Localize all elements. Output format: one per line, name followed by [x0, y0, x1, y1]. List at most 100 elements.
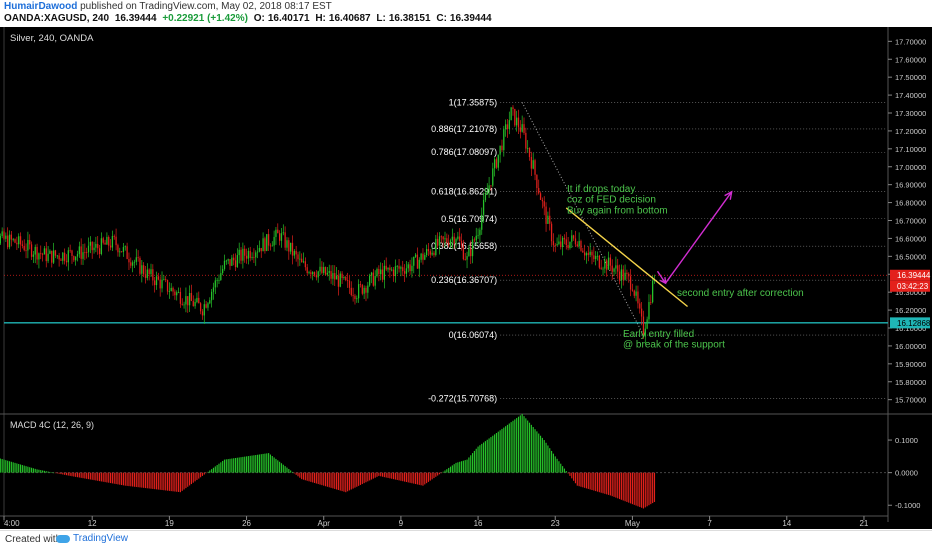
macd-bar	[200, 472, 202, 478]
time-tick-label: 19	[165, 519, 174, 528]
macd-bar	[539, 435, 542, 473]
candle-body	[218, 279, 220, 281]
candle-body	[49, 250, 51, 254]
candle-body	[229, 259, 231, 266]
price-tick-label: 17.40000	[895, 91, 926, 100]
symbol-label: OANDA:XAGUSD, 240	[4, 13, 110, 24]
macd-bar	[240, 457, 242, 473]
author-link[interactable]: HumairDawood	[4, 1, 78, 12]
candle-body	[135, 257, 137, 262]
candle-body	[536, 174, 538, 189]
macd-bar	[405, 472, 407, 483]
macd-bar	[290, 470, 292, 473]
macd-bar	[483, 442, 485, 473]
macd-bar	[27, 466, 29, 473]
support-badge	[890, 317, 930, 329]
macd-bar	[117, 472, 119, 485]
footer: Created with TradingView	[0, 530, 932, 551]
macd-bar	[521, 414, 523, 473]
candle-body	[255, 252, 257, 258]
macd-bar	[394, 472, 396, 480]
macd-bar	[562, 466, 564, 473]
candle-body	[516, 117, 518, 126]
macd-bar	[595, 472, 597, 492]
candle-body	[73, 256, 75, 261]
macd-bar	[639, 472, 641, 508]
macd-bar	[380, 472, 382, 477]
candle-body	[512, 107, 514, 109]
candle-body	[323, 267, 325, 273]
candle-body	[82, 252, 84, 259]
macd-bar	[600, 472, 602, 493]
macd-bar	[558, 461, 560, 473]
candle-body	[545, 206, 547, 224]
candle-body	[29, 240, 31, 245]
candle-body	[422, 253, 424, 260]
macd-bar	[183, 472, 185, 490]
macd-bar	[295, 472, 297, 475]
macd-bar	[196, 472, 198, 480]
candle-body	[482, 200, 485, 215]
candle-body	[493, 159, 496, 169]
macd-bar	[187, 472, 189, 487]
candle-body	[495, 159, 498, 168]
macd-bar	[53, 472, 55, 474]
candle-body	[510, 107, 512, 121]
macd-bar	[152, 472, 154, 489]
macd-bar	[527, 420, 529, 473]
macd-bar	[451, 465, 453, 473]
candle-body	[497, 154, 499, 168]
macd-bar	[477, 446, 479, 473]
price-tick-label: 16.00000	[895, 342, 926, 351]
price-tick-label: 16.60000	[895, 234, 926, 243]
candle-body	[282, 232, 284, 234]
candle-body	[249, 250, 251, 258]
macd-bar	[593, 472, 595, 491]
candle-body	[231, 257, 233, 266]
macd-bar	[36, 469, 38, 473]
macd-bar	[573, 472, 575, 481]
macd-bar	[71, 472, 73, 477]
macd-bar	[468, 457, 470, 473]
candle-body	[119, 251, 121, 253]
candle-body	[106, 236, 108, 245]
tradingview-logo[interactable]: TradingView	[56, 533, 128, 544]
macd-bar	[598, 472, 600, 493]
macd-bar	[207, 471, 209, 473]
candle-body	[354, 295, 356, 299]
macd-bar	[407, 472, 409, 483]
macd-bar	[508, 423, 510, 473]
chart-frame[interactable]: Silver, 240, OANDA MACD 4C (12, 26, 9) 1…	[0, 27, 932, 529]
candle-body	[312, 272, 314, 275]
price-tick-label: 17.10000	[895, 145, 926, 154]
candle-body	[251, 256, 253, 258]
candle-body	[556, 244, 558, 246]
macd-bar	[282, 464, 284, 473]
candle-body	[267, 234, 270, 246]
high-label: H:	[315, 13, 326, 24]
candle-body	[394, 266, 397, 277]
candle-body	[501, 145, 503, 151]
macd-bar	[431, 472, 433, 480]
candle-body	[418, 259, 420, 269]
macd-bar	[343, 472, 345, 492]
candle-body	[1, 231, 3, 237]
macd-bar	[133, 472, 136, 487]
candle-body	[181, 303, 183, 305]
macd-bar	[234, 457, 237, 473]
candle-body	[506, 124, 509, 129]
macd-bar	[517, 416, 520, 473]
candle-body	[356, 298, 358, 300]
macd-bar	[372, 472, 374, 479]
macd-bar	[86, 472, 88, 479]
candle-body	[328, 271, 330, 273]
candle-body	[521, 124, 523, 132]
macd-bar	[111, 472, 113, 484]
macd-bar	[222, 460, 224, 473]
candle-body	[431, 252, 433, 255]
macd-tick-label: -0.1000	[895, 501, 920, 510]
macd-bar	[550, 450, 553, 473]
candle-body	[304, 261, 306, 268]
price-tick-label: 17.70000	[895, 37, 926, 46]
price-chart[interactable]: Silver, 240, OANDA MACD 4C (12, 26, 9) 1…	[0, 27, 932, 529]
